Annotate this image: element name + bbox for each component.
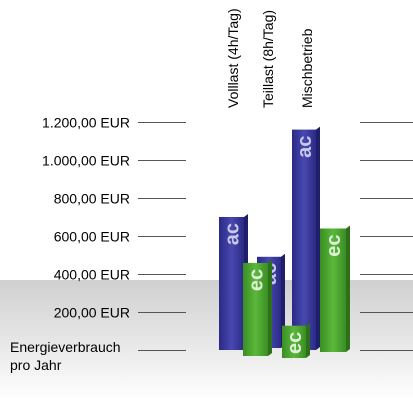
bar-side — [306, 322, 310, 358]
y-tick-label: 1.200,00 EUR — [42, 115, 130, 131]
bar-series-label: ec — [284, 332, 306, 354]
y-tick-labels: 200,00 EUR 400,00 EUR 600,00 EUR 800,00 EUR… — [42, 115, 130, 321]
bar-ec-1: ec — [243, 259, 272, 356]
y-tick-label: 800,00 EUR — [54, 191, 130, 207]
y-axis-label-line-1: Energieverbrauch — [10, 339, 121, 355]
bar-ac-3: ac — [292, 126, 320, 350]
y-tick-label: 600,00 EUR — [54, 229, 130, 245]
category-label: Mischbetrieb — [299, 28, 315, 108]
bar-front — [320, 228, 346, 352]
bar-front — [292, 129, 316, 350]
bar-ec-2: ec — [282, 322, 310, 358]
bar-front — [243, 262, 268, 356]
bar-series-label: ec — [246, 269, 268, 291]
bar-ec-3: ec — [320, 225, 350, 352]
bar-front — [219, 217, 244, 350]
bar-side — [316, 126, 320, 350]
bar-series-label: ac — [294, 136, 316, 158]
bar-series-label: ac — [222, 223, 244, 245]
bar-series-label: ec — [323, 235, 345, 257]
bar-side — [281, 253, 285, 348]
grid-lines — [138, 122, 413, 351]
y-tick-label: 1.000,00 EUR — [42, 153, 130, 169]
y-tick-label: 400,00 EUR — [54, 267, 130, 283]
bar-side — [268, 259, 272, 356]
category-label: Volllast (4h/Tag) — [225, 8, 241, 108]
category-label: Teillast (8h/Tag) — [260, 10, 276, 108]
bar-front — [282, 325, 306, 358]
y-tick-label: 200,00 EUR — [54, 305, 130, 321]
y-axis-label-line-2: pro Jahr — [10, 357, 62, 373]
bar-side — [346, 225, 350, 352]
category-labels: Volllast (4h/Tag) Teillast (8h/Tag) Mischb… — [225, 8, 315, 108]
bars: acacacececec — [219, 126, 350, 358]
bar-ac-1: ac — [219, 214, 248, 350]
